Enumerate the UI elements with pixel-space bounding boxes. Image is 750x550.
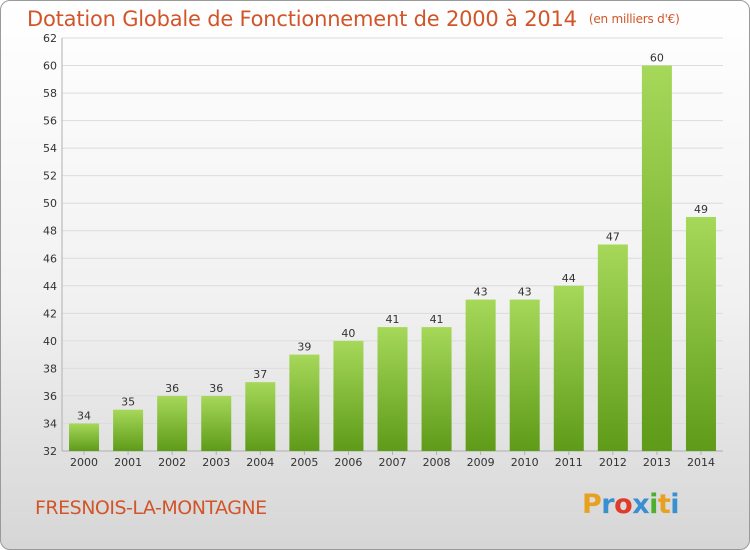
- data-label: 34: [77, 409, 91, 422]
- logo-letter: t: [657, 489, 671, 520]
- x-axis: 2000 2001 2002 2003 2004 2005 2006 2007 2008 2009…: [70, 451, 715, 469]
- data-label: 37: [253, 368, 267, 381]
- data-label: 41: [386, 313, 400, 326]
- title-text: Dotation Globale de Fonctionnement de 20…: [27, 7, 577, 31]
- y-tick-label: 62: [43, 32, 57, 45]
- data-label: 36: [165, 382, 179, 395]
- bar: [377, 327, 408, 451]
- bar: [201, 395, 232, 451]
- x-tick-label: 2002: [158, 456, 186, 469]
- y-tick-label: 52: [43, 170, 57, 183]
- data-label: 41: [430, 313, 444, 326]
- data-label: 43: [518, 286, 532, 299]
- y-tick-label: 44: [43, 280, 57, 293]
- bar: [289, 354, 320, 451]
- data-label: 35: [121, 396, 135, 409]
- logo-letter: o: [614, 489, 633, 520]
- data-label: 43: [474, 286, 488, 299]
- x-tick-label: 2005: [290, 456, 318, 469]
- x-tick-label: 2011: [555, 456, 583, 469]
- x-tick-label: 2008: [423, 456, 451, 469]
- y-tick-label: 42: [43, 307, 57, 320]
- bar: [685, 216, 716, 451]
- y-tick-label: 58: [43, 87, 57, 100]
- x-tick-label: 2006: [334, 456, 362, 469]
- chart-title: Dotation Globale de Fonctionnement de 20…: [27, 7, 680, 31]
- x-tick-label: 2004: [246, 456, 274, 469]
- data-label: 36: [209, 382, 223, 395]
- bar: [641, 65, 672, 452]
- bar: [597, 244, 628, 451]
- y-tick-label: 48: [43, 225, 57, 238]
- x-tick-label: 2010: [511, 456, 539, 469]
- title-unit: (en milliers d'€): [588, 12, 680, 26]
- y-tick-label: 40: [43, 335, 57, 348]
- logo-letter: r: [601, 489, 615, 520]
- logo-letter: i: [649, 489, 658, 520]
- x-tick-label: 2000: [70, 456, 98, 469]
- bars: 34 35 36 36 37 39 40 41 41 43 43 44 47 60 49: [69, 52, 716, 452]
- y-tick-label: 36: [43, 390, 57, 403]
- bar: [245, 382, 276, 451]
- x-tick-label: 2001: [114, 456, 142, 469]
- bar: [113, 409, 144, 451]
- x-tick-label: 2012: [599, 456, 627, 469]
- data-label: 40: [341, 327, 355, 340]
- y-tick-label: 32: [43, 445, 57, 458]
- y-tick-label: 54: [43, 142, 57, 155]
- x-tick-label: 2009: [467, 456, 495, 469]
- x-tick-label: 2007: [379, 456, 407, 469]
- y-axis: 32 34 36 38 40 42 44 46 48 50 52 54 56 58 60 62: [43, 32, 723, 458]
- y-tick-label: 38: [43, 362, 57, 375]
- logo-letter: i: [670, 489, 680, 520]
- data-label: 47: [606, 231, 620, 244]
- x-tick-label: 2014: [687, 456, 715, 469]
- y-tick-label: 56: [43, 115, 57, 128]
- proxiti-logo: Proxiti: [582, 489, 680, 520]
- x-tick-label: 2013: [643, 456, 671, 469]
- bar: [553, 285, 584, 451]
- bar: [465, 299, 496, 451]
- data-label: 49: [694, 203, 708, 216]
- data-label: 39: [297, 341, 311, 354]
- bar: [157, 395, 188, 451]
- x-tick-label: 2003: [202, 456, 230, 469]
- data-label: 60: [650, 52, 664, 65]
- data-label: 44: [562, 272, 576, 285]
- bar: [509, 299, 540, 451]
- y-tick-label: 60: [43, 60, 57, 73]
- y-tick-label: 34: [43, 417, 57, 430]
- y-tick-label: 46: [43, 252, 57, 265]
- bar: [69, 423, 100, 451]
- logo-letter: P: [582, 489, 602, 520]
- bar: [421, 327, 452, 451]
- commune-name: FRESNOIS-LA-MONTAGNE: [35, 497, 267, 519]
- y-tick-label: 50: [43, 197, 57, 210]
- bar: [333, 340, 364, 451]
- logo-letter: x: [632, 489, 650, 520]
